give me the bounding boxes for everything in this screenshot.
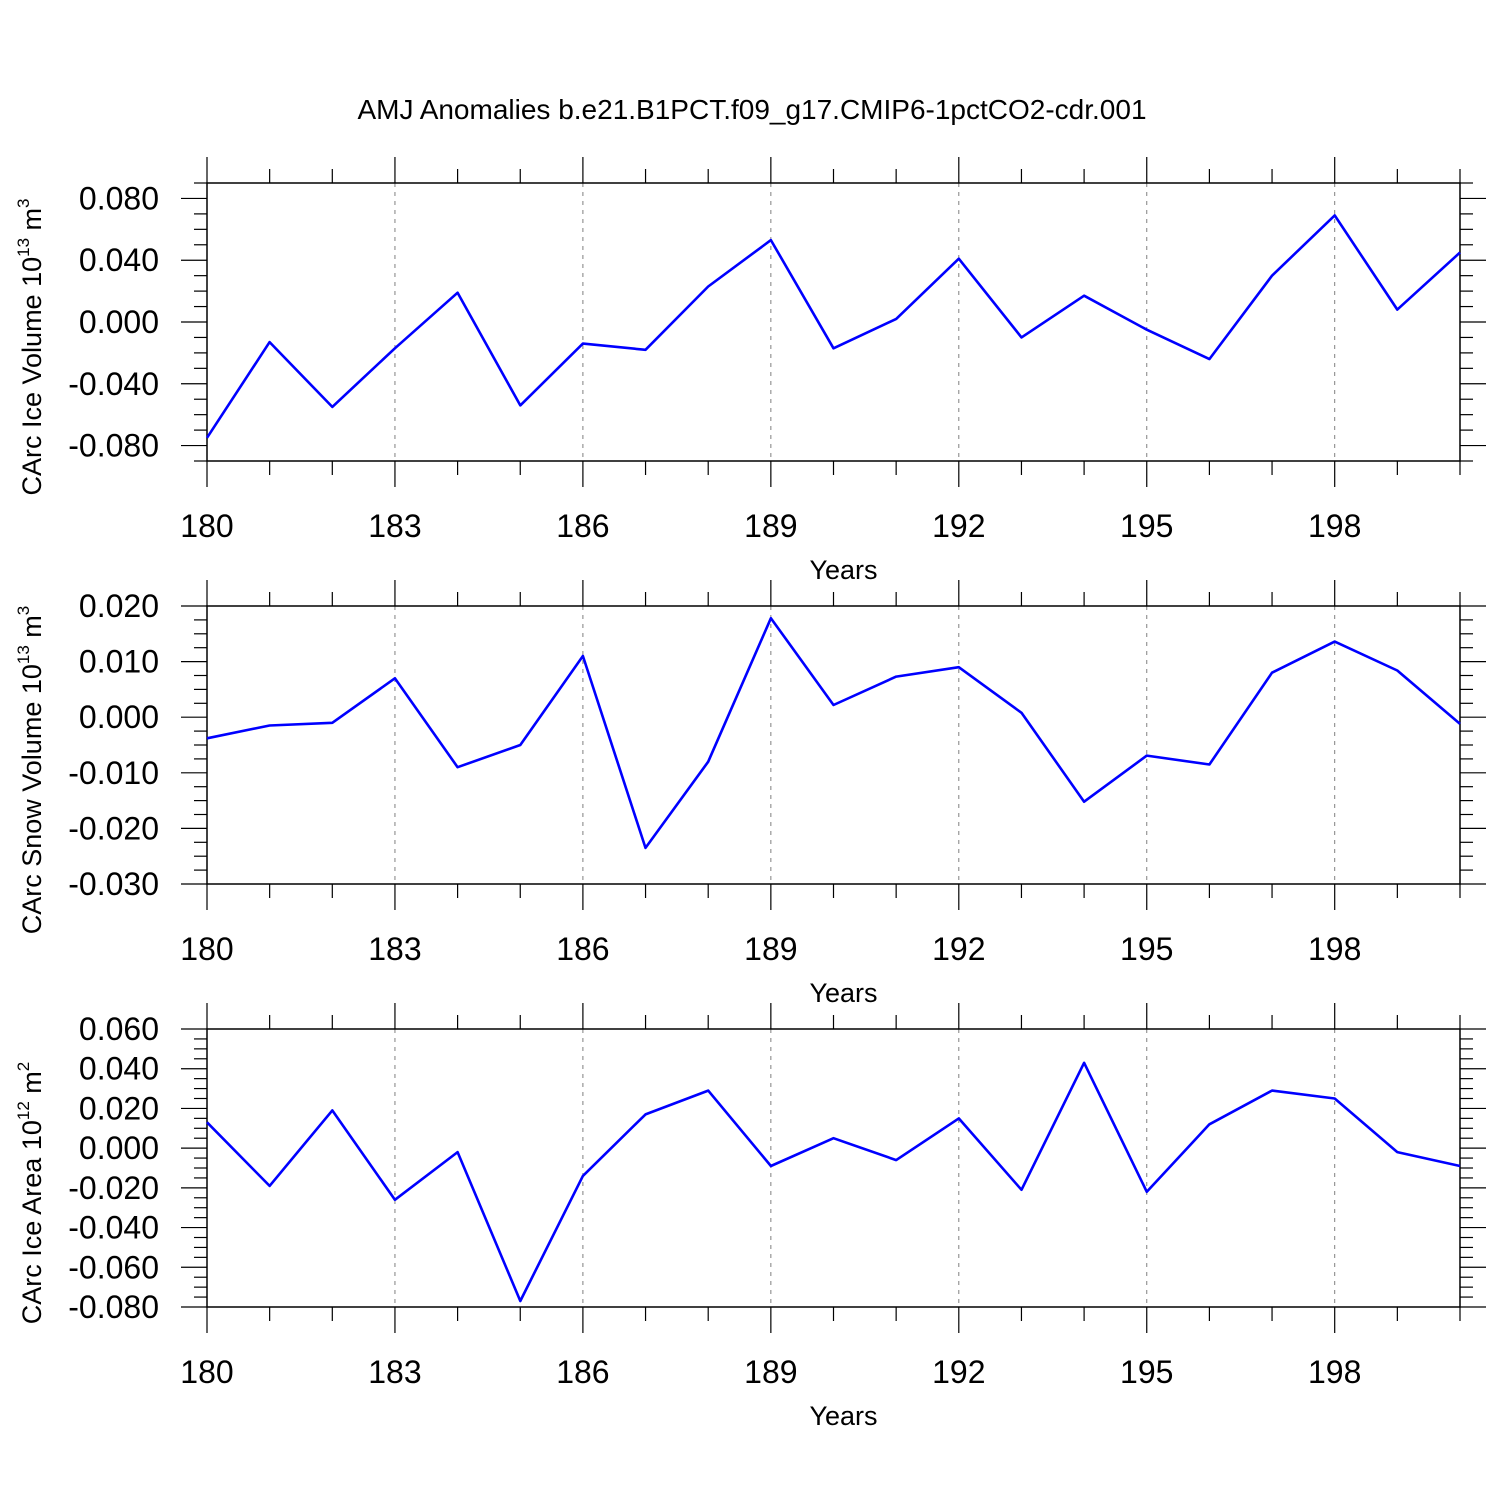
x-tick-label: 198 [1308,1354,1361,1390]
y-tick-label: 0.020 [79,588,159,624]
y-tick-label: -0.060 [68,1249,159,1285]
x-tick-label: 183 [368,1354,421,1390]
y-tick-label: 0.000 [79,304,159,340]
x-tick-label: 195 [1120,508,1173,544]
x-tick-label: 186 [556,931,609,967]
figure-title: AMJ Anomalies b.e21.B1PCT.f09_g17.CMIP6-… [357,94,1146,125]
y-tick-label: -0.040 [68,1210,159,1246]
x-tick-label: 180 [180,508,233,544]
y-axis-title: CArc Snow Volume 1013 m3 [14,606,47,935]
x-tick-label: 198 [1308,508,1361,544]
y-tick-label: -0.030 [68,866,159,902]
y-tick-label: 0.010 [79,644,159,680]
y-tick-label: 0.040 [79,1051,159,1087]
x-tick-label: 180 [180,931,233,967]
x-tick-label: 192 [932,1354,985,1390]
x-tick-label: 195 [1120,1354,1173,1390]
x-tick-label: 192 [932,931,985,967]
x-tick-label: 198 [1308,931,1361,967]
y-tick-label: -0.080 [68,1289,159,1325]
y-tick-label: -0.040 [68,366,159,402]
panel-1: 180 183 186 189 192 195 198 Years -0.080 -0.040 0.… [14,157,1486,585]
x-tick-label: 189 [744,508,797,544]
y-tick-label: 0.000 [79,699,159,735]
x-tick-label: 189 [744,1354,797,1390]
y-tick-label: 0.040 [79,242,159,278]
panel-3: 180 183 186 189 192 195 198Years-0.080-0.060-0… [14,1003,1486,1431]
x-tick-label: 189 [744,931,797,967]
x-tick-label: 180 [180,1354,233,1390]
y-tick-label: -0.020 [68,810,159,846]
x-axis-title: Years [809,1401,877,1431]
x-tick-label: 183 [368,931,421,967]
x-axis-title: Years [809,978,877,1008]
y-tick-label: -0.010 [68,755,159,791]
y-tick-label: -0.080 [68,428,159,464]
x-tick-label: 186 [556,1354,609,1390]
y-tick-label: 0.080 [79,180,159,216]
y-axis-title: CArc Ice Area 1012 m2 [14,1062,47,1325]
panel-2: 180 183 186 189 192 195 198 Years -0.030 -0.020 -0… [14,580,1486,1008]
x-tick-label: 192 [932,508,985,544]
y-tick-label: 0.020 [79,1090,159,1126]
x-tick-label: 186 [556,508,609,544]
y-axis-title: CArc Ice Volume 1013 m3 [14,198,47,495]
y-tick-label: 0.000 [79,1130,159,1166]
y-tick-label: -0.020 [68,1170,159,1206]
x-tick-label: 183 [368,508,421,544]
x-axis-title: Years [809,555,877,585]
x-tick-label: 195 [1120,931,1173,967]
y-tick-label: 0.060 [79,1011,159,1047]
